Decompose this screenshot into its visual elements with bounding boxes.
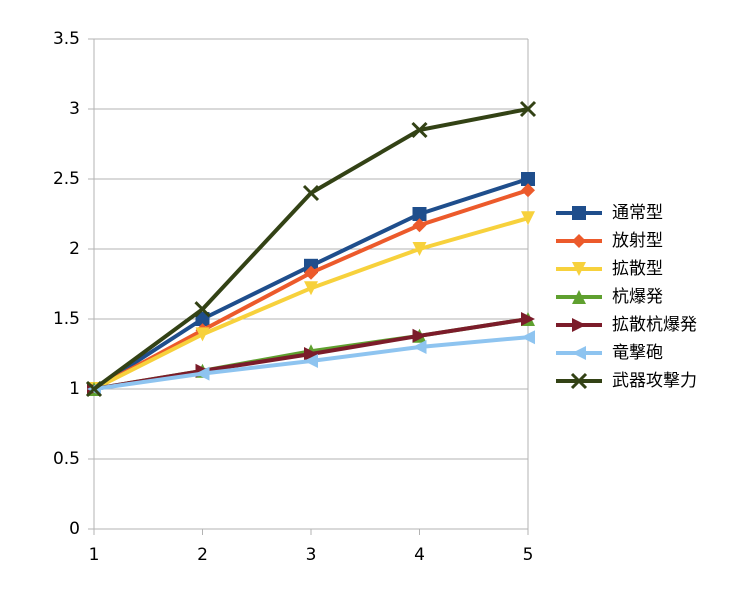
marker <box>85 380 103 398</box>
marker <box>195 327 210 342</box>
y-tick-label: 2 <box>69 239 80 259</box>
x-tick-label: 4 <box>414 545 425 565</box>
marker <box>521 312 535 326</box>
legend-label: 拡散型 <box>612 259 663 279</box>
legend-label: 通常型 <box>612 203 663 223</box>
marker <box>572 290 586 304</box>
marker <box>304 281 318 296</box>
marker <box>572 206 586 220</box>
legend-label: 杭爆発 <box>612 287 663 307</box>
marker <box>572 346 586 360</box>
y-tick-label: 1.5 <box>53 309 80 329</box>
marker <box>521 183 535 198</box>
marker <box>412 340 427 354</box>
legend-label: 竜撃砲 <box>612 343 663 363</box>
y-tick-label: 0 <box>69 519 80 539</box>
marker <box>195 312 210 326</box>
marker <box>572 262 586 276</box>
marker <box>412 328 427 343</box>
marker <box>412 218 427 233</box>
legend-label: 武器攻撃力 <box>612 371 697 391</box>
marker <box>519 100 537 118</box>
marker <box>521 211 535 226</box>
series <box>87 330 535 396</box>
marker <box>304 265 318 280</box>
y-tick-label: 3.5 <box>53 29 80 49</box>
marker <box>302 184 320 202</box>
series <box>85 100 537 398</box>
marker <box>412 207 427 221</box>
y-tick-label: 1 <box>69 379 80 399</box>
marker <box>521 330 535 345</box>
y-tick-label: 3 <box>69 99 80 119</box>
marker <box>572 318 586 332</box>
series <box>87 312 535 396</box>
marker <box>572 234 586 248</box>
y-tick-label: 0.5 <box>53 449 80 469</box>
marker <box>194 301 211 318</box>
x-tick-label: 1 <box>89 545 100 565</box>
x-tick-label: 3 <box>306 545 317 565</box>
marker <box>304 354 318 368</box>
marker <box>304 347 318 361</box>
legend-label: 拡散杭爆発 <box>612 315 697 335</box>
marker <box>412 242 427 256</box>
marker <box>521 172 535 186</box>
x-tick-label: 5 <box>523 545 534 565</box>
legend-label: 放射型 <box>612 231 663 251</box>
marker <box>195 366 210 381</box>
marker <box>570 372 588 390</box>
y-tick-label: 2.5 <box>53 169 80 189</box>
series <box>87 211 535 396</box>
marker <box>411 121 428 139</box>
x-tick-label: 2 <box>197 545 208 565</box>
